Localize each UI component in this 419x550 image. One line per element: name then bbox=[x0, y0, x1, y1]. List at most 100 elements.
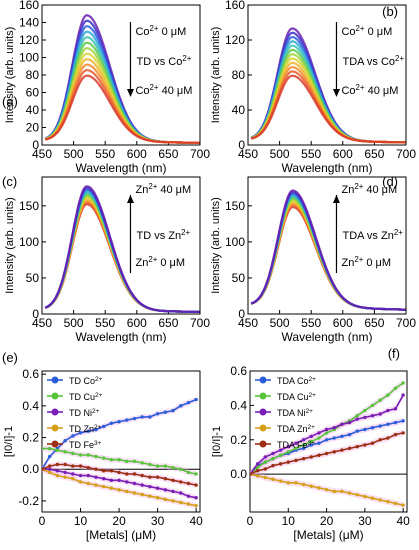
data-point bbox=[340, 434, 344, 439]
data-point bbox=[317, 436, 321, 440]
legend-marker bbox=[259, 408, 267, 416]
y-axis-label: Intensity (arb. units) bbox=[4, 197, 16, 294]
panel-label: (b) bbox=[382, 4, 398, 19]
data-point bbox=[101, 424, 106, 429]
data-point bbox=[332, 436, 336, 440]
y-tick-label: 0.2 bbox=[22, 431, 39, 445]
x-tick-label: 600 bbox=[127, 147, 147, 161]
legend-marker bbox=[51, 376, 59, 384]
y-tick-label: 0.2 bbox=[230, 433, 247, 447]
data-point bbox=[401, 419, 405, 423]
arrow-head bbox=[332, 195, 340, 203]
data-point bbox=[332, 450, 336, 454]
data-point bbox=[94, 475, 98, 479]
series-group bbox=[250, 379, 405, 509]
data-point bbox=[171, 408, 175, 413]
data-point bbox=[140, 461, 144, 465]
data-point bbox=[378, 498, 382, 502]
data-point bbox=[186, 470, 191, 475]
spectrum-curve bbox=[250, 74, 406, 144]
annotation-end: Zn2+ 40 μM bbox=[341, 182, 397, 197]
y-axis-label: [I0/I]-1 bbox=[3, 426, 15, 457]
data-point bbox=[63, 450, 67, 454]
spectra-group bbox=[250, 189, 406, 311]
data-point bbox=[117, 478, 121, 483]
data-point bbox=[401, 381, 405, 385]
x-tick-label: 500 bbox=[64, 147, 84, 161]
data-point bbox=[363, 427, 367, 432]
y-tick-label: 0 bbox=[238, 138, 245, 152]
panel-d: 450 500 550 600 650 700 0 50 100 150 Wavelength (n… bbox=[210, 174, 416, 344]
data-point bbox=[370, 414, 375, 418]
data-point bbox=[255, 462, 260, 466]
legend-label: TD Ni2+ bbox=[69, 408, 100, 419]
annotation-start: Co2+ 0 μM bbox=[341, 24, 392, 39]
data-point bbox=[286, 450, 290, 454]
legend-label: TDA Ni2+ bbox=[277, 408, 313, 419]
x-tick-label: 40 bbox=[396, 514, 410, 528]
x-axis-label: Wavelength (nm) bbox=[282, 330, 373, 344]
data-point bbox=[263, 467, 268, 471]
data-point bbox=[309, 455, 313, 459]
data-point bbox=[117, 458, 121, 462]
data-point bbox=[179, 467, 183, 471]
data-point bbox=[194, 397, 198, 402]
x-tick-label: 500 bbox=[64, 316, 84, 330]
legend-marker bbox=[51, 440, 59, 448]
data-point bbox=[148, 475, 152, 479]
x-axis-label: Wavelength (nm) bbox=[76, 330, 167, 344]
plot-frame bbox=[41, 370, 201, 513]
panel-label: (f) bbox=[388, 346, 400, 361]
y-tick-label: 40 bbox=[232, 103, 246, 117]
data-point bbox=[155, 486, 160, 490]
data-point bbox=[78, 464, 83, 468]
data-point bbox=[255, 474, 260, 478]
data-point bbox=[386, 393, 390, 397]
data-point bbox=[55, 462, 60, 467]
panel-label: (a) bbox=[2, 94, 18, 109]
annotation-start: Co2+ 0 μM bbox=[135, 24, 186, 39]
data-point bbox=[401, 503, 405, 507]
data-point bbox=[340, 489, 344, 494]
data-point bbox=[294, 481, 298, 485]
data-point bbox=[194, 503, 198, 508]
x-tick-label: 600 bbox=[333, 147, 353, 161]
data-point bbox=[132, 481, 137, 486]
data-point bbox=[363, 415, 367, 420]
data-point bbox=[286, 460, 290, 464]
data-point bbox=[86, 481, 90, 486]
spectra-group bbox=[44, 14, 200, 144]
x-tick-label: 650 bbox=[158, 147, 178, 161]
data-point bbox=[71, 477, 75, 481]
data-point bbox=[148, 415, 152, 419]
y-axis-label: Intensity (arb. units) bbox=[210, 27, 222, 124]
data-point bbox=[393, 501, 398, 506]
data-point bbox=[109, 421, 114, 425]
x-axis-label: Wavelength (nm) bbox=[76, 161, 167, 175]
legend-label: TDA Zn2+ bbox=[277, 424, 315, 435]
y-tick-label: 0 bbox=[32, 307, 39, 321]
y-tick-label: 120 bbox=[225, 33, 245, 47]
data-point bbox=[94, 467, 98, 471]
spectrum-curve bbox=[44, 185, 200, 313]
x-tick-label: 10 bbox=[74, 514, 88, 528]
y-tick-label: 100 bbox=[19, 51, 39, 65]
data-point bbox=[278, 479, 283, 483]
legend-label: TD Co2+ bbox=[69, 376, 103, 387]
data-point bbox=[370, 441, 375, 445]
data-point bbox=[363, 443, 367, 447]
y-axis-label: Intensity (arb. units) bbox=[210, 197, 222, 294]
annotation-end: Co2+ 40 μM bbox=[341, 83, 398, 98]
data-point bbox=[101, 469, 106, 473]
data-point bbox=[363, 494, 367, 499]
data-point bbox=[355, 493, 359, 497]
arrow-head bbox=[126, 195, 134, 203]
data-point bbox=[163, 464, 168, 468]
x-tick-label: 10 bbox=[282, 514, 296, 528]
data-point bbox=[48, 464, 52, 468]
data-point bbox=[179, 491, 183, 495]
x-tick-label: 600 bbox=[127, 316, 147, 330]
arrow-head bbox=[332, 89, 340, 97]
data-point bbox=[63, 475, 67, 479]
